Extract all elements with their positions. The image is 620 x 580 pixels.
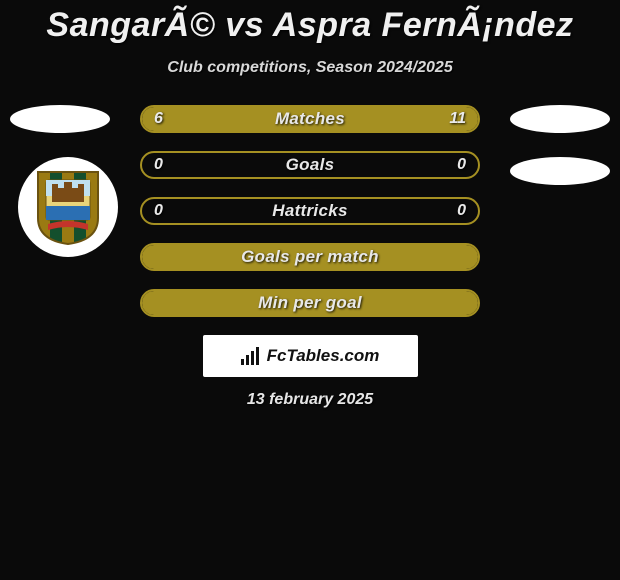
stat-bar: Min per goal [140, 289, 480, 317]
shield-icon [34, 168, 102, 246]
stat-row: Min per goal [0, 289, 620, 317]
stat-bar: 0 0 Goals [140, 151, 480, 179]
brand-badge[interactable]: FcTables.com [203, 335, 418, 377]
stat-label: Min per goal [258, 293, 362, 313]
player-right-badge [510, 105, 610, 133]
club-crest-shield [34, 168, 102, 246]
stat-value-right: 0 [457, 199, 466, 223]
stat-bar: Goals per match [140, 243, 480, 271]
player-right-badge-2 [510, 157, 610, 185]
page-subtitle: Club competitions, Season 2024/2025 [0, 59, 620, 77]
player-left-badge [10, 105, 110, 133]
stat-label: Matches [275, 109, 345, 129]
stat-value-left: 0 [154, 153, 163, 177]
stat-bar: 6 11 Matches [140, 105, 480, 133]
stat-bar: 0 0 Hattricks [140, 197, 480, 225]
stat-value-left: 6 [154, 107, 163, 131]
page-title: SangarÃ© vs Aspra FernÃ¡ndez [0, 6, 620, 45]
stat-value-right: 0 [457, 153, 466, 177]
stat-label: Goals per match [241, 247, 379, 267]
generated-date: 13 february 2025 [0, 391, 620, 409]
infographic-container: SangarÃ© vs Aspra FernÃ¡ndez Club compet… [0, 0, 620, 409]
stat-value-left: 0 [154, 199, 163, 223]
stats-area: 6 11 Matches 0 0 Goals 0 0 Hattricks Goals per ma… [0, 105, 620, 317]
bar-chart-ascending-icon [241, 347, 261, 365]
stat-value-right: 11 [449, 107, 466, 131]
club-crest [18, 157, 118, 257]
brand-text: FcTables.com [267, 346, 380, 366]
stat-label: Hattricks [272, 201, 347, 221]
stat-label: Goals [286, 155, 335, 175]
